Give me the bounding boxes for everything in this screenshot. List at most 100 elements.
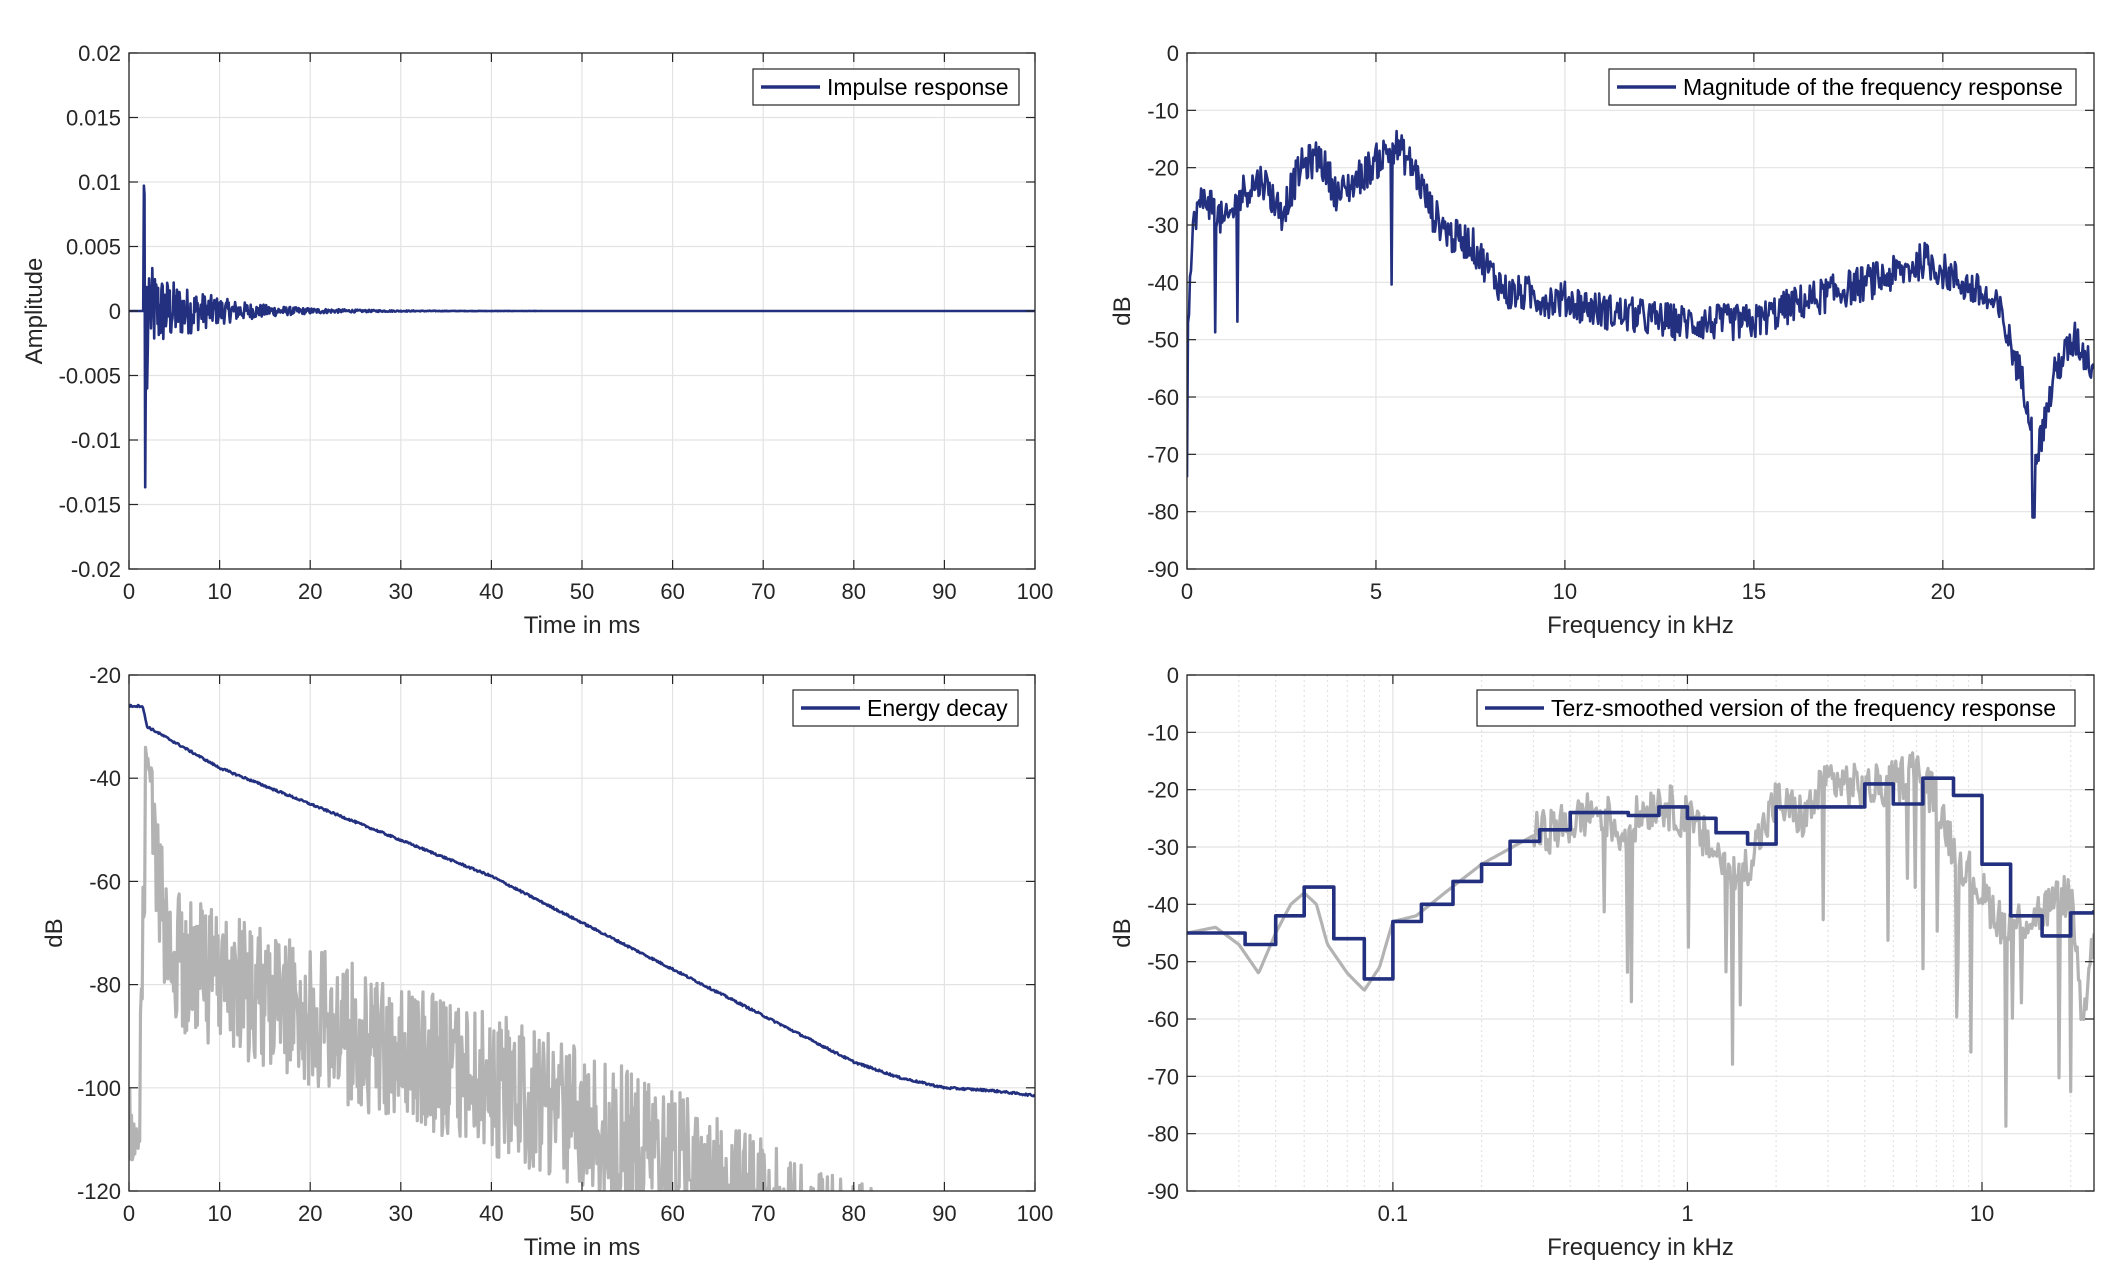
x-tick-label: 100 (1017, 579, 1054, 604)
x-tick-label: 50 (570, 579, 594, 604)
x-tick-label: 20 (1931, 579, 1955, 604)
energy-decay-chart: 0 10 20 30 40 50 60 70 80 90 100 -20 -40 -60 -80 -100 -1… (41, 663, 1053, 1261)
series-line (129, 184, 1035, 489)
y-tick-label: -0.02 (71, 557, 121, 582)
y-tick-label: -30 (1147, 835, 1179, 860)
legend-label: Terz-smoothed version of the frequency r… (1551, 695, 2056, 721)
y-axis-label: dB (41, 918, 68, 947)
x-tick-label: 10 (1553, 579, 1577, 604)
x-tick-label: 60 (660, 1201, 684, 1226)
x-axis-label: Time in ms (524, 1234, 640, 1261)
y-tick-label: -120 (77, 1179, 121, 1204)
y-tick-label: -20 (1147, 778, 1179, 803)
y-tick-label: 0.01 (78, 170, 121, 195)
legend-label: Magnitude of the frequency response (1683, 74, 2063, 100)
y-tick-label: 0 (109, 299, 121, 324)
y-tick-label: -70 (1147, 442, 1179, 467)
y-tick-label: -100 (77, 1076, 121, 1101)
y-tick-label: -90 (1147, 557, 1179, 582)
y-tick-label: -20 (1147, 156, 1179, 181)
y-tick-label: -80 (1147, 1122, 1179, 1147)
y-tick-label: -10 (1147, 720, 1179, 745)
plot-area (129, 703, 1035, 1191)
y-tick-label: -30 (1147, 213, 1179, 238)
plot-area (1187, 129, 2094, 519)
x-tick-label: 50 (570, 1201, 594, 1226)
y-tick-label: -0.005 (59, 364, 121, 389)
y-tick-label: -10 (1147, 98, 1179, 123)
legend: Energy decay (792, 689, 1019, 727)
y-tick-label: 0 (1167, 663, 1179, 688)
series-line (1187, 776, 2094, 981)
legend: Terz-smoothed version of the frequency r… (1476, 689, 2076, 727)
y-tick-label: -40 (1147, 270, 1179, 295)
y-tick-label: -80 (1147, 500, 1179, 525)
y-axis-label: dB (1109, 918, 1136, 947)
legend-label: Energy decay (867, 695, 1008, 721)
plot-area (1187, 751, 2094, 1128)
x-tick-label: 100 (1017, 1201, 1054, 1226)
legend-box (1476, 689, 2076, 727)
y-tick-label: -40 (89, 766, 121, 791)
y-tick-label: -0.015 (59, 493, 121, 518)
x-tick-label: 60 (660, 579, 684, 604)
x-tick-label: 10 (1970, 1201, 1994, 1226)
axes-box (1186, 674, 2095, 1192)
x-axis-label: Time in ms (524, 612, 640, 639)
x-tick-label: 10 (207, 579, 231, 604)
y-tick-label: 0.02 (78, 41, 121, 66)
y-tick-label: -20 (89, 663, 121, 688)
y-tick-label: -60 (1147, 385, 1179, 410)
x-tick-label: 5 (1370, 579, 1382, 604)
y-tick-label: -60 (1147, 1007, 1179, 1032)
reference-line (129, 745, 873, 1191)
axes-box (1186, 52, 2095, 570)
legend: Impulse response (752, 68, 1020, 106)
x-tick-label: 0 (1181, 579, 1193, 604)
x-tick-label: 40 (479, 579, 503, 604)
y-tick-label: 0 (1167, 41, 1179, 66)
y-tick-label: -90 (1147, 1179, 1179, 1204)
y-tick-label: -0.01 (71, 428, 121, 453)
y-tick-label: 0.005 (66, 235, 121, 260)
legend-label: Impulse response (827, 74, 1009, 100)
x-tick-label: 40 (479, 1201, 503, 1226)
y-tick-label: 0.015 (66, 106, 121, 131)
x-tick-label: 1 (1681, 1201, 1693, 1226)
series-line (1187, 129, 2094, 519)
x-tick-label: 70 (751, 1201, 775, 1226)
y-tick-label: -60 (89, 869, 121, 894)
y-axis-label: Amplitude (21, 258, 48, 365)
y-tick-label: -40 (1147, 892, 1179, 917)
x-tick-label: 80 (842, 1201, 866, 1226)
x-tick-label: 10 (207, 1201, 231, 1226)
x-tick-label: 30 (389, 1201, 413, 1226)
legend: Magnitude of the frequency response (1608, 68, 2077, 106)
x-tick-label: 0 (123, 1201, 135, 1226)
terz-smoothed-chart: 0.1 1 10 0 -10 -20 -30 -40 -50 -60 -70 -80 -90 Freque… (1109, 663, 2095, 1261)
legend-box (1608, 68, 2077, 106)
x-tick-label: 90 (932, 579, 956, 604)
y-tick-label: -80 (89, 973, 121, 998)
x-tick-label: 80 (842, 579, 866, 604)
x-tick-label: 0 (123, 579, 135, 604)
x-tick-label: 30 (389, 579, 413, 604)
x-tick-label: 0.1 (1378, 1201, 1409, 1226)
x-axis-label: Frequency in kHz (1547, 1234, 1734, 1261)
y-tick-label: -50 (1147, 328, 1179, 353)
plot-area (129, 184, 1035, 489)
impulse-response-chart: 0 10 20 30 40 50 60 70 80 90 100 0.02 0.015 0.01 0.005… (21, 41, 1053, 639)
x-tick-label: 20 (298, 579, 322, 604)
x-tick-label: 15 (1742, 579, 1766, 604)
series-line (129, 703, 1035, 1098)
y-axis-label: dB (1109, 296, 1136, 325)
y-tick-label: -50 (1147, 950, 1179, 975)
frequency-response-chart: 0 5 10 15 20 0 -10 -20 -30 -40 -50 -60 -70 -80 -90 Freq… (1109, 41, 2095, 639)
x-tick-label: 90 (932, 1201, 956, 1226)
x-tick-label: 70 (751, 579, 775, 604)
reference-line (1187, 751, 2094, 1128)
x-axis-label: Frequency in kHz (1547, 612, 1734, 639)
x-tick-label: 20 (298, 1201, 322, 1226)
y-tick-label: -70 (1147, 1064, 1179, 1089)
